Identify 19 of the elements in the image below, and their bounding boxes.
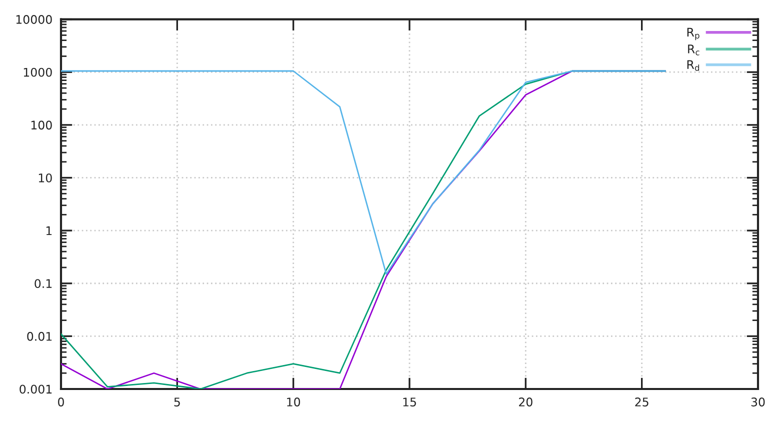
x-tick-label: 5	[174, 398, 180, 406]
x-tick-label: 0	[58, 398, 64, 406]
y-tick-label: 0.001	[20, 384, 52, 394]
x-tick-label: 10	[287, 398, 300, 406]
y-tick-label: 1	[46, 226, 52, 236]
y-tick-label: 10000	[16, 15, 52, 24]
y-tick-label: 0.01	[27, 332, 52, 341]
x-tick-label: 25	[635, 398, 648, 406]
x-tick-label: 30	[751, 398, 765, 406]
line-series	[61, 70, 666, 275]
y-tick-label: 0.1	[34, 279, 52, 288]
legend-label: R$_{c}$	[688, 44, 700, 56]
y-tick-label: 1000	[24, 68, 52, 77]
y-tick-label: 100	[31, 120, 52, 130]
legend-label: R$_{p}$	[687, 28, 700, 40]
x-tick-label: 20	[519, 398, 532, 406]
x-tick-label: 15	[403, 398, 416, 406]
y-tick-label: 10	[38, 173, 52, 182]
legend-label: R$_{d}$	[687, 60, 700, 71]
